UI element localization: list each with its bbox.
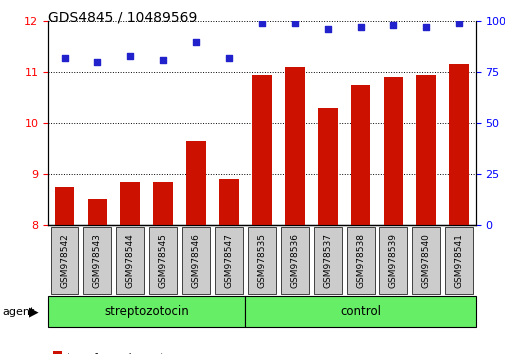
Point (356, 24, 364, 30)
Bar (416, 75, 435, 225)
Text: GSM978542: GSM978542 (60, 233, 69, 287)
Bar (120, 182, 140, 225)
Bar (48, 296, 245, 327)
Point (191, 39, 199, 45)
Bar (83, 227, 111, 294)
Bar (55, 187, 74, 225)
Bar (219, 179, 238, 225)
Point (159, 57, 167, 63)
Bar (412, 227, 439, 294)
Text: GSM978538: GSM978538 (356, 233, 364, 288)
Point (323, 27, 331, 32)
Text: control: control (339, 305, 380, 318)
Bar (346, 227, 374, 294)
Text: GSM978547: GSM978547 (224, 233, 233, 288)
Bar (383, 77, 402, 225)
Point (290, 21, 298, 26)
Text: GSM978536: GSM978536 (290, 233, 298, 288)
Point (454, 21, 463, 26)
Text: streptozotocin: streptozotocin (104, 305, 189, 318)
Bar (50, 227, 78, 294)
Bar (313, 227, 341, 294)
Text: ▶: ▶ (29, 305, 39, 318)
Bar (215, 227, 242, 294)
Text: transformed count: transformed count (67, 353, 164, 354)
Bar (182, 227, 210, 294)
Bar (87, 199, 107, 225)
Text: GSM978539: GSM978539 (388, 233, 397, 288)
Text: agent: agent (3, 307, 35, 316)
Bar (317, 108, 337, 225)
Point (93, 59, 101, 65)
Point (257, 21, 266, 26)
Text: GDS4845 / 10489569: GDS4845 / 10489569 (48, 11, 197, 25)
Bar (350, 85, 370, 225)
Text: GSM978544: GSM978544 (126, 233, 134, 287)
Bar (444, 227, 472, 294)
Text: GSM978535: GSM978535 (257, 233, 266, 288)
Bar (247, 227, 275, 294)
Point (61, 55, 69, 61)
Point (126, 53, 134, 59)
Bar (153, 182, 173, 225)
Text: GSM978541: GSM978541 (454, 233, 463, 288)
Point (224, 55, 232, 61)
Text: GSM978543: GSM978543 (93, 233, 102, 288)
Bar (379, 227, 407, 294)
Text: GSM978540: GSM978540 (421, 233, 430, 288)
Bar (251, 75, 271, 225)
Bar (280, 227, 308, 294)
Bar (245, 296, 475, 327)
Bar (116, 227, 144, 294)
Bar (284, 67, 304, 225)
Text: GSM978537: GSM978537 (323, 233, 331, 288)
Point (389, 23, 397, 28)
Bar (186, 141, 206, 225)
Text: GSM978546: GSM978546 (191, 233, 200, 288)
Bar (149, 227, 177, 294)
Bar (448, 64, 468, 225)
Text: GSM978545: GSM978545 (159, 233, 167, 288)
Point (421, 24, 429, 30)
